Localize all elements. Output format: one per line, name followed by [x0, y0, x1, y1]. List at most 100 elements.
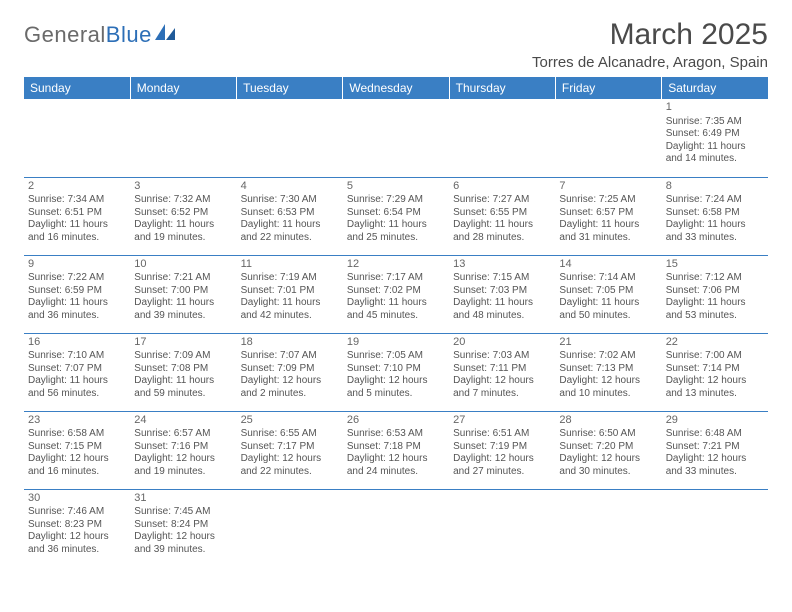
day-number: 2 — [28, 180, 126, 194]
daylight-label: Daylight: 11 hours — [347, 219, 445, 232]
sunset-label: Sunset: 7:14 PM — [666, 363, 764, 376]
calendar-cell — [343, 489, 449, 567]
sunrise-label: Sunrise: 7:30 AM — [241, 194, 339, 207]
calendar-row: 30Sunrise: 7:46 AMSunset: 8:23 PMDayligh… — [24, 489, 768, 567]
sunset-label: Sunset: 7:19 PM — [453, 441, 551, 454]
calendar-cell: 24Sunrise: 6:57 AMSunset: 7:16 PMDayligh… — [130, 411, 236, 489]
day-header: Sunday — [24, 77, 130, 99]
day-number: 16 — [28, 336, 126, 350]
logo-word2: Blue — [106, 22, 152, 47]
daylight-label: Daylight: 12 hours — [241, 375, 339, 388]
daylight-label: and 19 minutes. — [134, 232, 232, 245]
calendar-cell — [449, 99, 555, 177]
day-header: Thursday — [449, 77, 555, 99]
calendar-cell — [343, 99, 449, 177]
calendar-cell: 21Sunrise: 7:02 AMSunset: 7:13 PMDayligh… — [555, 333, 661, 411]
daylight-label: Daylight: 12 hours — [28, 531, 126, 544]
calendar-body: 1Sunrise: 7:35 AMSunset: 6:49 PMDaylight… — [24, 99, 768, 567]
calendar-row: 23Sunrise: 6:58 AMSunset: 7:15 PMDayligh… — [24, 411, 768, 489]
day-number: 26 — [347, 414, 445, 428]
daylight-label: Daylight: 12 hours — [241, 453, 339, 466]
day-number: 17 — [134, 336, 232, 350]
daylight-label: Daylight: 11 hours — [28, 297, 126, 310]
calendar-cell — [237, 99, 343, 177]
daylight-label: and 33 minutes. — [666, 466, 764, 479]
calendar-cell: 20Sunrise: 7:03 AMSunset: 7:11 PMDayligh… — [449, 333, 555, 411]
sunrise-label: Sunrise: 7:24 AM — [666, 194, 764, 207]
sunrise-label: Sunrise: 7:02 AM — [559, 350, 657, 363]
daylight-label: Daylight: 11 hours — [28, 375, 126, 388]
sunset-label: Sunset: 7:17 PM — [241, 441, 339, 454]
calendar-cell: 22Sunrise: 7:00 AMSunset: 7:14 PMDayligh… — [662, 333, 768, 411]
day-number: 7 — [559, 180, 657, 194]
day-number: 3 — [134, 180, 232, 194]
calendar-cell — [237, 489, 343, 567]
day-number: 27 — [453, 414, 551, 428]
sunrise-label: Sunrise: 7:15 AM — [453, 272, 551, 285]
daylight-label: and 56 minutes. — [28, 388, 126, 401]
sunrise-label: Sunrise: 6:58 AM — [28, 428, 126, 441]
sunset-label: Sunset: 7:11 PM — [453, 363, 551, 376]
day-number: 14 — [559, 258, 657, 272]
sunrise-label: Sunrise: 6:51 AM — [453, 428, 551, 441]
day-number: 6 — [453, 180, 551, 194]
sunset-label: Sunset: 6:57 PM — [559, 207, 657, 220]
day-number: 1 — [666, 101, 764, 115]
daylight-label: and 53 minutes. — [666, 310, 764, 323]
sunrise-label: Sunrise: 7:10 AM — [28, 350, 126, 363]
calendar-cell: 30Sunrise: 7:46 AMSunset: 8:23 PMDayligh… — [24, 489, 130, 567]
day-header-row: Sunday Monday Tuesday Wednesday Thursday… — [24, 77, 768, 99]
calendar-row: 16Sunrise: 7:10 AMSunset: 7:07 PMDayligh… — [24, 333, 768, 411]
sunrise-label: Sunrise: 7:46 AM — [28, 506, 126, 519]
day-header: Friday — [555, 77, 661, 99]
day-number: 20 — [453, 336, 551, 350]
day-number: 21 — [559, 336, 657, 350]
daylight-label: and 25 minutes. — [347, 232, 445, 245]
calendar-cell: 15Sunrise: 7:12 AMSunset: 7:06 PMDayligh… — [662, 255, 768, 333]
day-number: 12 — [347, 258, 445, 272]
sunrise-label: Sunrise: 7:12 AM — [666, 272, 764, 285]
calendar-cell: 12Sunrise: 7:17 AMSunset: 7:02 PMDayligh… — [343, 255, 449, 333]
sunset-label: Sunset: 7:18 PM — [347, 441, 445, 454]
day-number: 30 — [28, 492, 126, 506]
sunset-label: Sunset: 7:16 PM — [134, 441, 232, 454]
sunset-label: Sunset: 7:21 PM — [666, 441, 764, 454]
daylight-label: Daylight: 11 hours — [347, 297, 445, 310]
sunset-label: Sunset: 6:51 PM — [28, 207, 126, 220]
day-number: 28 — [559, 414, 657, 428]
calendar-cell: 26Sunrise: 6:53 AMSunset: 7:18 PMDayligh… — [343, 411, 449, 489]
sail-icon — [155, 24, 177, 42]
sunrise-label: Sunrise: 6:50 AM — [559, 428, 657, 441]
sunset-label: Sunset: 7:15 PM — [28, 441, 126, 454]
daylight-label: and 19 minutes. — [134, 466, 232, 479]
calendar-cell — [130, 99, 236, 177]
sunrise-label: Sunrise: 7:32 AM — [134, 194, 232, 207]
day-number: 10 — [134, 258, 232, 272]
daylight-label: and 24 minutes. — [347, 466, 445, 479]
sunrise-label: Sunrise: 7:19 AM — [241, 272, 339, 285]
calendar-cell: 28Sunrise: 6:50 AMSunset: 7:20 PMDayligh… — [555, 411, 661, 489]
calendar-table: Sunday Monday Tuesday Wednesday Thursday… — [24, 77, 768, 567]
daylight-label: and 42 minutes. — [241, 310, 339, 323]
daylight-label: and 22 minutes. — [241, 466, 339, 479]
daylight-label: and 33 minutes. — [666, 232, 764, 245]
day-number: 11 — [241, 258, 339, 272]
calendar-cell: 18Sunrise: 7:07 AMSunset: 7:09 PMDayligh… — [237, 333, 343, 411]
calendar-cell: 31Sunrise: 7:45 AMSunset: 8:24 PMDayligh… — [130, 489, 236, 567]
logo: GeneralBlue — [24, 18, 177, 48]
daylight-label: Daylight: 11 hours — [559, 219, 657, 232]
sunrise-label: Sunrise: 7:07 AM — [241, 350, 339, 363]
day-number: 5 — [347, 180, 445, 194]
day-number: 25 — [241, 414, 339, 428]
day-header: Wednesday — [343, 77, 449, 99]
sunset-label: Sunset: 7:08 PM — [134, 363, 232, 376]
calendar-cell: 4Sunrise: 7:30 AMSunset: 6:53 PMDaylight… — [237, 177, 343, 255]
daylight-label: Daylight: 12 hours — [559, 453, 657, 466]
daylight-label: and 59 minutes. — [134, 388, 232, 401]
daylight-label: and 5 minutes. — [347, 388, 445, 401]
calendar-cell: 9Sunrise: 7:22 AMSunset: 6:59 PMDaylight… — [24, 255, 130, 333]
daylight-label: Daylight: 11 hours — [453, 297, 551, 310]
daylight-label: and 22 minutes. — [241, 232, 339, 245]
day-number: 31 — [134, 492, 232, 506]
sunset-label: Sunset: 7:07 PM — [28, 363, 126, 376]
